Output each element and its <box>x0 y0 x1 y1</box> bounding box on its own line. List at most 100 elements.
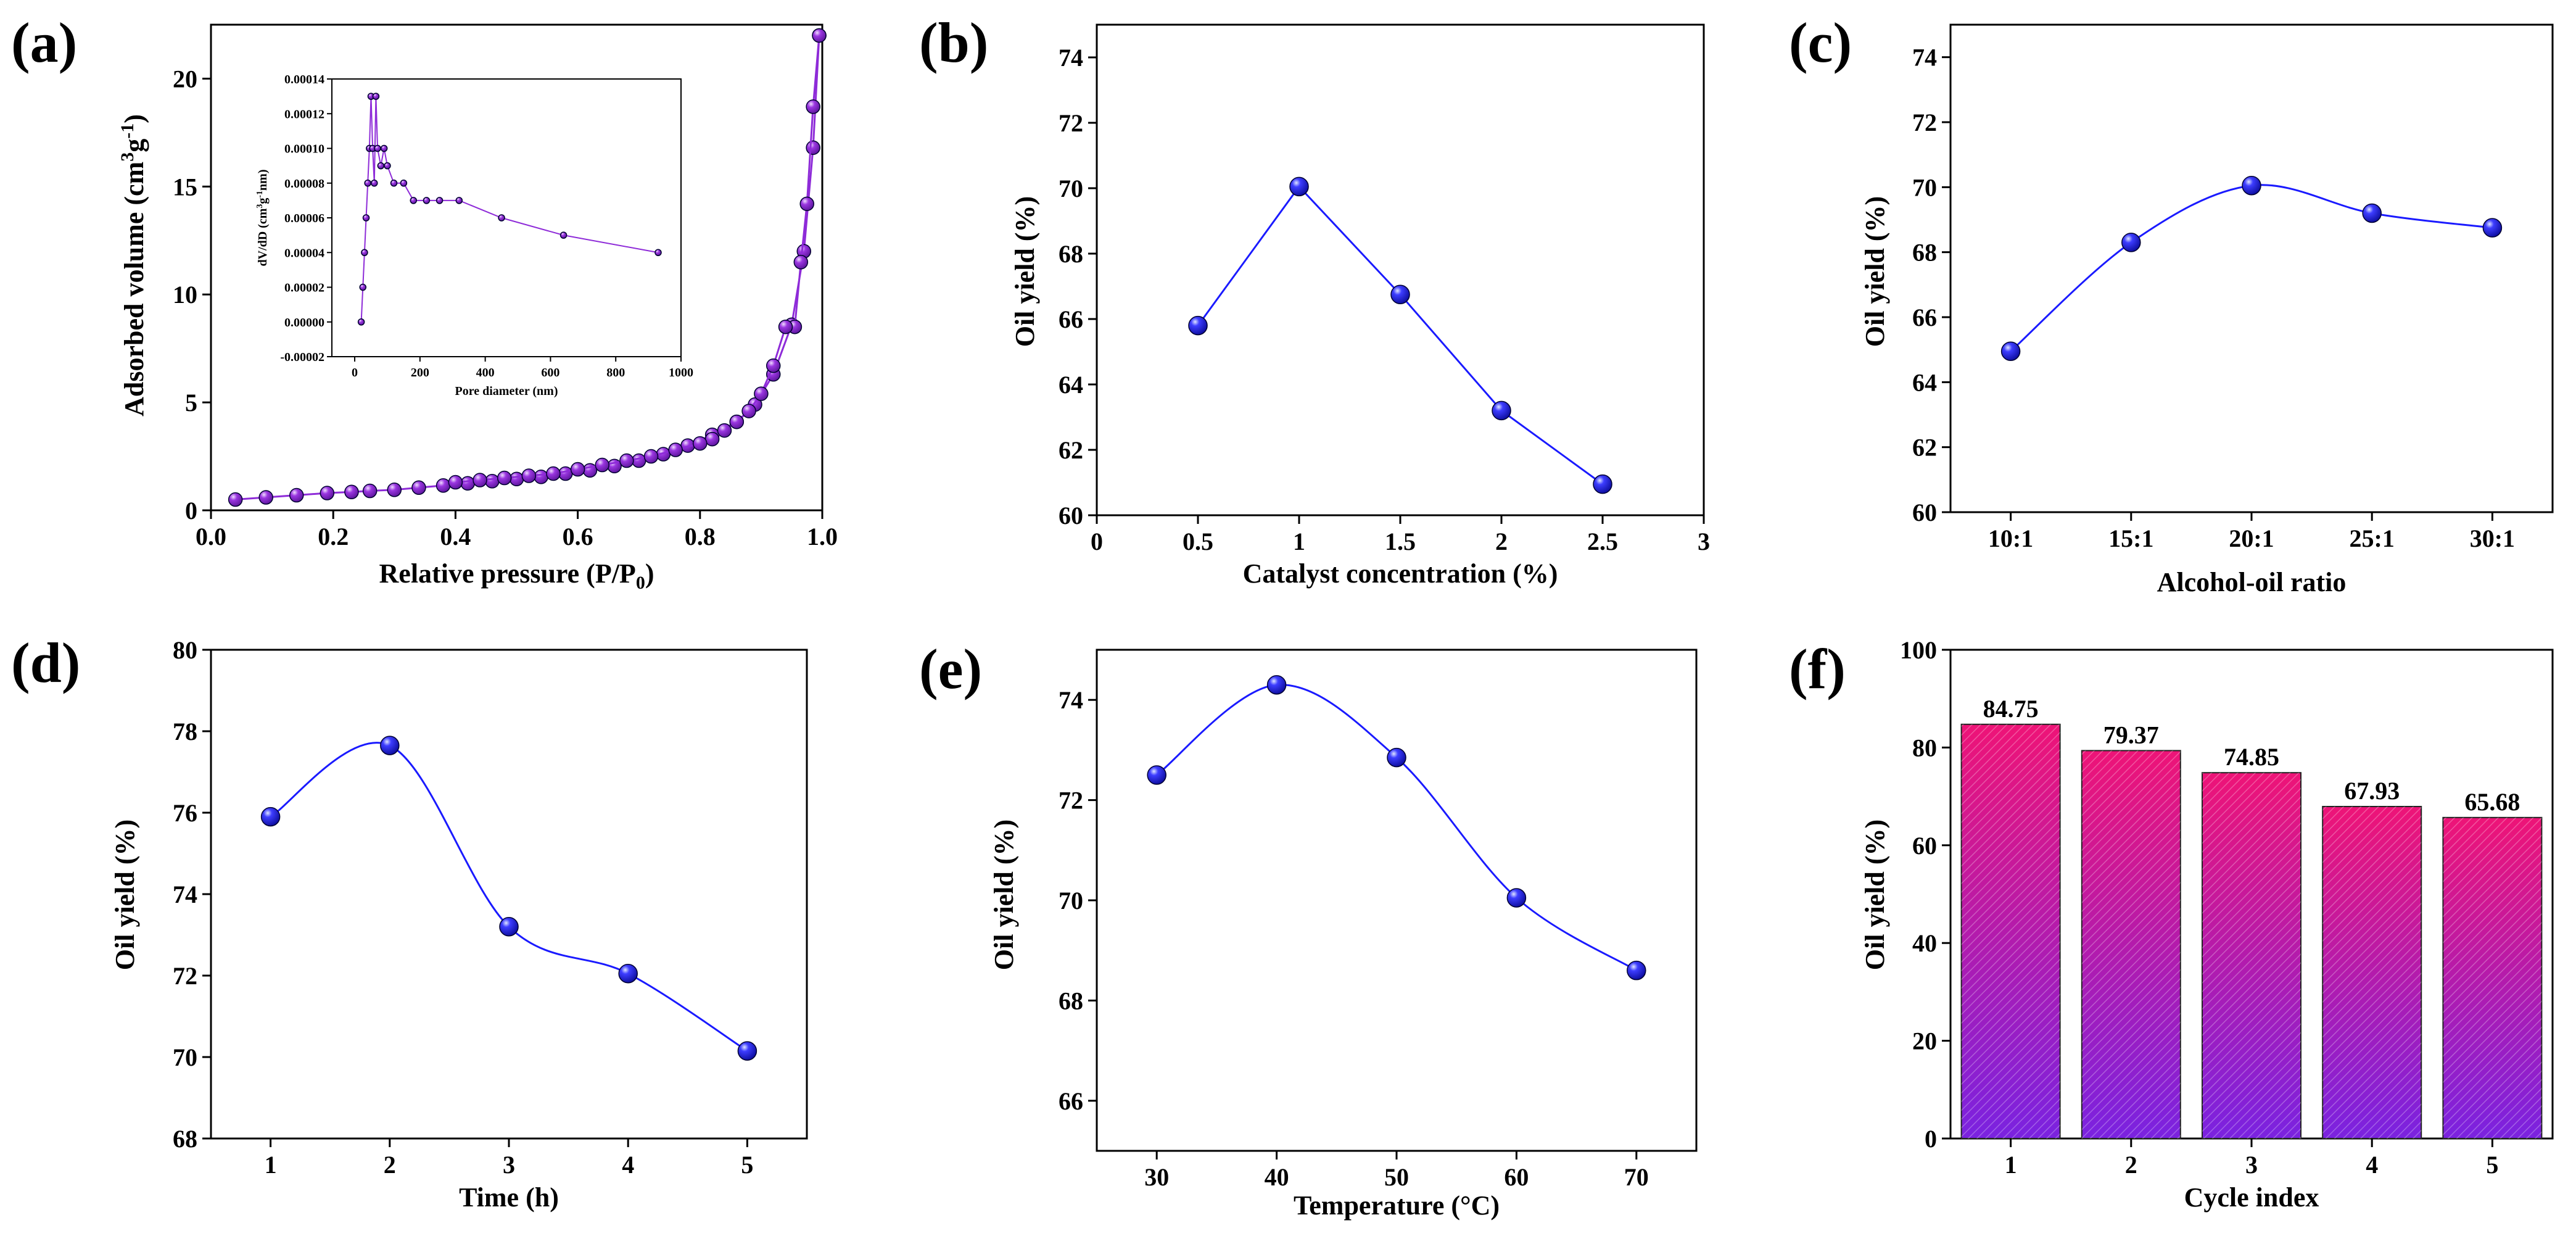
panel-c: 60 62 64 66 68 70 72 74 10:1 15:1 20:1 25:1 30:1 (c) O… <box>1789 11 2554 597</box>
panel-d-x-axis-label: Time (h) <box>459 1182 559 1213</box>
panel-a-inset-point <box>357 318 365 326</box>
panel-a-ytick-label: 5 <box>185 389 197 417</box>
panel-b-xtick-label: 2.5 <box>1587 528 1618 555</box>
panel-f-bar-data-label: 79.37 <box>2103 721 2159 749</box>
panel-a-inset-point <box>390 180 398 187</box>
panel-f-xtick-label: 2 <box>2125 1151 2137 1179</box>
panel-a-inset-ylabel-sup2: -1 <box>255 191 265 198</box>
panel-f: 0 20 40 60 80 100 84.75 1 79.37 2 74.85 3 67.93 4 65.6… <box>1789 636 2554 1213</box>
panel-a-desorption-point <box>448 475 463 490</box>
panel-d-data-point <box>499 917 519 937</box>
panel-e-ytick-label: 70 <box>1059 887 1083 915</box>
panel-b-xtick-label: 0.5 <box>1183 528 1213 555</box>
panel-a-adsorption-point <box>228 492 243 507</box>
panel-c-data-point <box>2000 341 2021 362</box>
panel-a-desorption-point <box>806 99 820 114</box>
panel-a-adsorption-point <box>460 476 475 491</box>
panel-a: 0 5 10 15 20 0.0 0.2 0.4 0.6 0.8 1.0 (a) Adsorbed vo… <box>11 11 838 593</box>
panel-e-panel-label: (e) <box>919 637 982 700</box>
panel-f-ytick-label: 80 <box>1912 734 1937 761</box>
panel-a-inset-ylabel-main: dV/dD (cm <box>256 208 270 266</box>
panel-a-adsorption-point <box>320 486 335 500</box>
panel-e-data-point <box>1506 888 1527 908</box>
panel-c-ytick-label: 64 <box>1912 368 1937 396</box>
panel-a-inset-ytick-label: -0.00002 <box>280 350 324 364</box>
panel-a-desorption-point <box>668 442 683 457</box>
panel-e-plot-frame <box>1096 649 1698 1152</box>
panel-a-adsorption-point <box>289 487 304 503</box>
panel-d-ytick-label: 80 <box>173 636 197 664</box>
panel-a-adsorption-point <box>436 478 451 493</box>
panel-c-data-point <box>2121 233 2141 252</box>
panel-a-desorption-point <box>595 457 609 473</box>
panel-a-inset-ylabel-end: nm) <box>256 169 270 190</box>
panel-a-inset-point <box>359 283 367 291</box>
panel-e-xtick-label: 40 <box>1265 1163 1289 1191</box>
panel-a-inset-ytick-label: 0.00010 <box>284 143 324 156</box>
panel-b-xtick-label: 3 <box>1698 528 1710 555</box>
panel-a-adsorption-point <box>534 470 548 484</box>
panel-e-ytick-label: 66 <box>1059 1087 1083 1115</box>
panel-c-xtick-label: 15:1 <box>2108 525 2153 552</box>
panel-d-xtick-label: 3 <box>503 1151 515 1179</box>
panel-a-ylabel-main: Adsorbed volume (cm <box>119 162 149 417</box>
panel-a-ytick-label: 0 <box>185 497 197 525</box>
panel-e-data-point <box>1387 747 1406 768</box>
panel-a-ytick-label: 20 <box>173 65 197 93</box>
panel-f-bar-data-label: 65.68 <box>2464 788 2520 816</box>
panel-b-xtick-label: 1.5 <box>1385 528 1416 555</box>
panel-f-xtick-label: 1 <box>2005 1151 2017 1179</box>
panel-e-x-axis-label: Temperature (°C) <box>1294 1190 1500 1221</box>
panel-e-xtick-label: 70 <box>1624 1163 1649 1191</box>
panel-d: 68 70 72 74 76 78 80 1 2 3 4 5 (d) Oil yield (%) Time … <box>11 631 808 1213</box>
panel-a-desorption-point <box>704 431 720 447</box>
panel-a-inset-ytick-label: 0.00006 <box>284 212 324 225</box>
panel-b-ytick-label: 64 <box>1059 371 1083 399</box>
panel-a-inset-point <box>374 144 381 152</box>
panel-a-x-axis-label: Relative pressure (P/P0) <box>379 558 654 593</box>
panel-d-plot-frame <box>210 649 808 1140</box>
panel-b: 60 62 64 66 68 70 72 74 0 0.5 1 1.5 2 2.5 3 (b) Oil yiel… <box>919 11 1710 589</box>
panel-c-series-line <box>2010 184 2493 352</box>
panel-a-desorption-point <box>497 470 512 486</box>
panel-a-adsorption-point <box>631 453 646 468</box>
panel-c-data-point <box>2362 203 2382 223</box>
panel-a-desorption-point <box>729 414 745 429</box>
panel-f-bar-hatch <box>2443 817 2542 1139</box>
panel-a-inset-xtick-label: 400 <box>476 366 495 380</box>
panel-d-data-point <box>380 736 400 755</box>
panel-a-inset-point <box>498 214 505 222</box>
panel-b-data-point <box>1289 176 1309 197</box>
panel-b-data-point <box>1390 284 1410 304</box>
panel-d-xtick-label: 1 <box>265 1151 277 1179</box>
panel-b-x-axis-label: Catalyst concentration (%) <box>1243 558 1558 589</box>
panel-a-desorption-point <box>521 468 537 483</box>
panel-c-ytick-label: 62 <box>1912 434 1937 462</box>
panel-c-panel-label: (c) <box>1789 11 1852 74</box>
panel-b-xtick-label: 2 <box>1495 528 1508 555</box>
panel-e-ytick-label: 72 <box>1059 787 1083 815</box>
panel-a-ylabel-sup2: -1 <box>117 123 138 139</box>
panel-a-desorption-point <box>693 436 708 451</box>
panel-c-xtick-label: 10:1 <box>1988 525 2033 552</box>
panel-e-xtick-label: 60 <box>1504 1163 1529 1191</box>
panel-f-ytick-label: 0 <box>1925 1125 1937 1153</box>
panel-a-ylabel-mid: g <box>119 139 149 152</box>
panel-a-ylabel-sup1: 3 <box>117 152 138 162</box>
panel-a-ytick-label: 10 <box>173 281 197 309</box>
panel-a-desorption-point <box>570 462 585 477</box>
panel-e-data-point <box>1147 765 1166 785</box>
panel-d-xtick-label: 5 <box>741 1151 753 1179</box>
panel-a-desorption-point <box>754 386 769 401</box>
panel-a-inset-point <box>410 197 417 204</box>
panel-c-data-point <box>2242 175 2261 196</box>
panel-a-desorption-point <box>766 358 781 373</box>
panel-a-inset-point <box>380 144 388 152</box>
panel-f-bar-hatch <box>2081 750 2181 1139</box>
panel-d-y-axis-label: Oil yield (%) <box>110 819 140 970</box>
panel-c-ytick-label: 72 <box>1912 109 1937 136</box>
panel-a-inset-point <box>559 231 568 239</box>
panel-a-desorption-point <box>778 319 793 334</box>
panel-a-inset-point <box>436 197 444 204</box>
panel-a-inset-ylabel-sup1: 3 <box>255 204 265 209</box>
